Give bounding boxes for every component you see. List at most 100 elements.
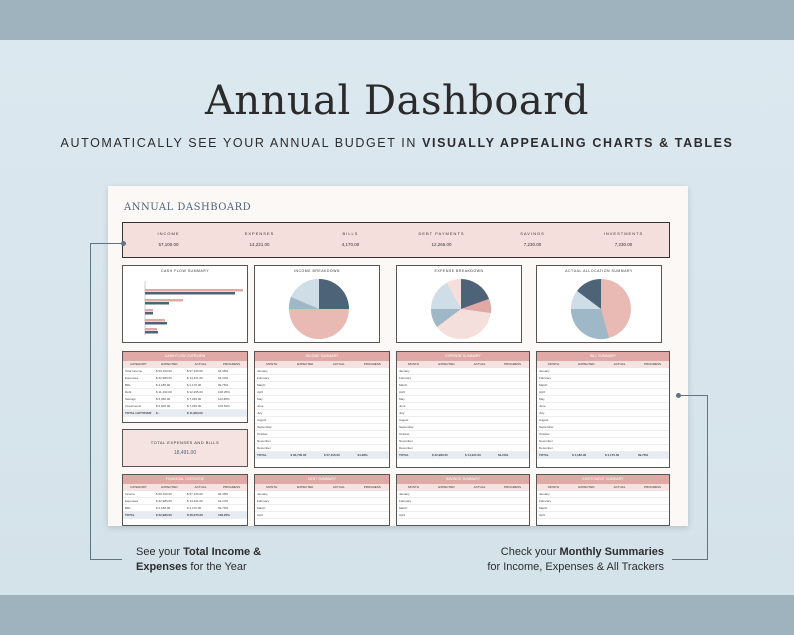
table-row: September	[397, 424, 529, 431]
table-row: Bills $ 4,180.00 $ 4,170.00 99.76%	[123, 382, 247, 389]
table-row: March	[537, 382, 669, 389]
table-row: April	[255, 389, 389, 396]
table-row: September	[255, 424, 389, 431]
top-band	[0, 0, 794, 40]
callout-line-right-h	[678, 395, 708, 396]
dashboard-sheet: ANNUAL DASHBOARD INCOME 57,100.00 EXPENSE…	[108, 186, 688, 526]
savings-summary-table: SAVINGS SUMMARY MONTH EXPECTED ACTUAL PROGR…	[396, 474, 530, 526]
table-row: Expenses $ 22,980.00 $ 14,221.00 62.23%	[123, 375, 247, 382]
table-row: August	[537, 417, 669, 424]
table-row: February	[397, 498, 529, 505]
table-row: May	[537, 396, 669, 403]
table-row: January	[255, 491, 389, 498]
table-row: December	[255, 445, 389, 452]
table-row: November	[397, 438, 529, 445]
kpi-income: INCOME 57,100.00	[157, 231, 180, 247]
table-row: Expenses $ 22,980.00 $ 14,221.00 62.23%	[123, 498, 247, 505]
callout-line-left-v	[90, 243, 91, 559]
table-row: October	[255, 431, 389, 438]
bill-summary-table: BILL SUMMARY MONTH EXPECTED ACTUAL PROGRESS…	[536, 351, 670, 468]
table-row: December	[537, 445, 669, 452]
cash-flow-chart: CASH FLOW SUMMARY	[122, 265, 248, 343]
table-row: October	[397, 431, 529, 438]
cash-flow-bars	[144, 281, 243, 335]
table-row: April	[397, 389, 529, 396]
table-row: September	[537, 424, 669, 431]
kpi-strip: INCOME 57,100.00 EXPENSES 14,221.00 BILLS 4…	[122, 222, 670, 258]
table-row: October	[537, 431, 669, 438]
callout-left: See your Total Income & Expenses for the…	[136, 546, 262, 573]
table-row: Investments $ 6,600.00 $ 7,230.00 109.54%	[123, 403, 247, 410]
table-row: February	[255, 498, 389, 505]
table-row: April	[397, 512, 529, 519]
total-expenses-box: TOTAL EXPENSES AND BILLS 18,491.00	[122, 429, 248, 467]
table-total-row: TOTAL $ 22,980.00 $ 26,075.00 108.25%	[123, 512, 247, 519]
table-row: May	[255, 396, 389, 403]
table-row: Debt $ 11,400.00 $ 12,265.00 108.25%	[123, 389, 247, 396]
table-row: January	[255, 368, 389, 375]
table-row: January	[397, 368, 529, 375]
bottom-band	[0, 595, 794, 635]
kpi-expenses: EXPENSES 14,221.00	[244, 231, 275, 247]
page-title: Annual Dashboard	[205, 78, 589, 124]
allocation-pie	[570, 279, 631, 340]
callout-line-left-h	[90, 243, 123, 244]
table-row: January	[537, 368, 669, 375]
callout-line-right-v	[707, 395, 708, 559]
financial-overview-table: FINANCIAL OVERVIEW CATEGORY EXPECTED ACTUA…	[122, 474, 248, 526]
table-row: July	[537, 410, 669, 417]
kpi-debt: DEBT PAYMENTS 12,265.00	[418, 231, 465, 247]
table-row: June	[537, 403, 669, 410]
callout-dot-left	[121, 241, 126, 246]
cash-flow-overview-table: CASH FLOW OVERVIEW CATEGORY EXPECTED ACTUA…	[122, 351, 248, 423]
table-row: July	[255, 410, 389, 417]
table-row: January	[397, 491, 529, 498]
kpi-bills: BILLS 4,170.00	[341, 231, 360, 247]
callout-right: Check your Monthly Summaries for Income,…	[487, 546, 664, 573]
expense-summary-table: EXPENSE SUMMARY MONTH EXPECTED ACTUAL PROGR…	[396, 351, 530, 468]
table-row: August	[255, 417, 389, 424]
table-row: April	[537, 389, 669, 396]
table-row: February	[537, 375, 669, 382]
table-row: February	[255, 375, 389, 382]
table-row: June	[397, 403, 529, 410]
expense-pie	[431, 279, 492, 339]
callout-line-right-foot	[672, 559, 708, 560]
investment-summary-table: INVESTMENT SUMMARY MONTH EXPECTED ACTUAL PR…	[536, 474, 670, 526]
allocation-chart: ACTUAL ALLOCATION SUMMARY	[536, 265, 662, 343]
sheet-title: ANNUAL DASHBOARD	[124, 202, 252, 213]
table-row: February	[537, 498, 669, 505]
income-summary-table: INCOME SUMMARY MONTH EXPECTED ACTUAL PROGRE…	[254, 351, 390, 468]
table-row: May	[397, 396, 529, 403]
income-breakdown-chart: INCOME BREAKDOWN	[254, 265, 380, 343]
table-row: August	[397, 417, 529, 424]
debt-summary-table: DEBT SUMMARY MONTH EXPECTED ACTUAL PROGRESS…	[254, 474, 390, 526]
table-total-row: TOTAL $ 4,180.00 $ 4,170.00 99.76%	[537, 452, 669, 459]
table-row: March	[255, 382, 389, 389]
table-row: March	[255, 505, 389, 512]
table-row: November	[537, 438, 669, 445]
kpi-savings: SAVINGS 7,230.00	[520, 231, 545, 247]
table-row: November	[255, 438, 389, 445]
table-row: January	[537, 491, 669, 498]
table-row: Bills $ 4,180.00 $ 4,170.00 99.76%	[123, 505, 247, 512]
table-row: December	[397, 445, 529, 452]
table-row: March	[397, 505, 529, 512]
table-row: March	[537, 505, 669, 512]
callout-line-left-foot	[90, 559, 122, 560]
table-row: March	[397, 382, 529, 389]
table-row: July	[397, 410, 529, 417]
kpi-investments: INVESTMENTS 7,230.00	[603, 231, 644, 247]
table-row: April	[255, 512, 389, 519]
table-row: April	[537, 512, 669, 519]
table-row: February	[397, 375, 529, 382]
table-total-row: TOTAL LEFTOVER $ - $ 11,984.00	[123, 410, 247, 417]
table-total-row: TOTAL $ 22,980.00 $ 14,221.00 62.23%	[397, 452, 529, 459]
income-pie	[288, 278, 349, 339]
table-total-row: TOTAL $ 60,700.00 $ 57,100.00 94.38%	[255, 452, 389, 459]
table-row: Income $ 59,100.00 $ 57,100.00 94.38%	[123, 491, 247, 498]
table-row: Total Income $ 59,100.00 $ 57,100.00 94.38%	[123, 368, 247, 375]
table-row: June	[255, 403, 389, 410]
table-row: Savings $ 6,360.00 $ 7,230.00 113.68%	[123, 396, 247, 403]
page-subtitle: AUTOMATICALLY SEE YOUR ANNUAL BUDGET IN …	[60, 136, 734, 150]
